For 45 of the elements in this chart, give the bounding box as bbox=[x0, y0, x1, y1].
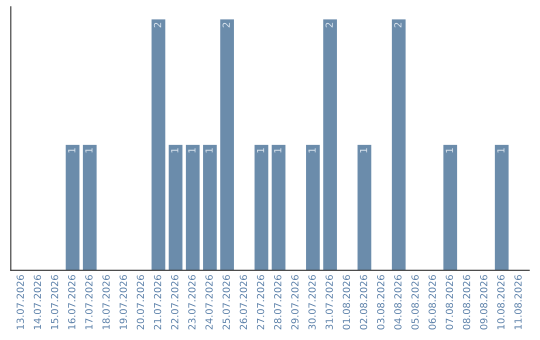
x-tick-label: 06.08.2026 bbox=[428, 275, 436, 330]
x-tick-label: 14.07.2026 bbox=[34, 275, 42, 330]
x-tick-label: 31.07.2026 bbox=[326, 275, 333, 330]
x-tick-label: 30.07.2026 bbox=[308, 275, 316, 330]
x-tick-label: 03.08.2026 bbox=[377, 275, 384, 330]
data-label: 1 bbox=[274, 148, 282, 152]
data-label: 1 bbox=[85, 148, 92, 152]
x-tick-label: 15.07.2026 bbox=[50, 275, 58, 330]
data-label: 2 bbox=[394, 22, 402, 28]
x-tick-label: 09.08.2026 bbox=[480, 275, 488, 330]
data-label: 1 bbox=[171, 148, 178, 152]
x-tick-label: 07.08.2026 bbox=[446, 275, 454, 330]
data-label: 1 bbox=[308, 148, 316, 152]
data-label: 1 bbox=[68, 148, 76, 152]
x-tick-label: 08.08.2026 bbox=[462, 275, 470, 330]
data-label: 1 bbox=[206, 148, 213, 152]
x-tick-label: 17.07.2026 bbox=[85, 275, 93, 330]
x-tick-label: 02.08.2026 bbox=[360, 275, 368, 330]
data-label: 1 bbox=[188, 148, 196, 152]
data-label: 2 bbox=[154, 22, 162, 28]
data-label: 1 bbox=[257, 148, 264, 152]
data-label: 2 bbox=[222, 22, 230, 28]
x-tick-label: 21.07.2026 bbox=[154, 275, 162, 330]
x-tick-label: 20.07.2026 bbox=[136, 275, 144, 330]
x-tick-label: 18.07.2026 bbox=[102, 275, 110, 330]
x-tick-label: 29.07.2026 bbox=[291, 275, 299, 330]
x-tick-label: 23.07.2026 bbox=[188, 275, 196, 330]
x-tick-label: 05.08.2026 bbox=[411, 275, 419, 330]
x-tick-label: 24.07.2026 bbox=[205, 275, 213, 330]
x-tick-label: 22.07.2026 bbox=[171, 275, 178, 330]
data-label: 1 bbox=[360, 148, 368, 152]
data-label: 2 bbox=[326, 22, 333, 28]
x-tick-label: 13.07.2026 bbox=[16, 275, 24, 330]
x-tick-label: 04.08.2026 bbox=[394, 275, 402, 330]
x-tick-label: 28.07.2026 bbox=[274, 275, 282, 330]
x-tick-label: 27.07.2026 bbox=[256, 275, 264, 330]
x-tick-label: 25.07.2026 bbox=[222, 275, 230, 330]
x-tick-label: 26.07.2026 bbox=[240, 275, 248, 330]
x-tick-label: 10.08.2026 bbox=[497, 275, 505, 330]
x-tick-label: 01.08.2026 bbox=[342, 275, 350, 330]
x-tick-label: 16.07.2026 bbox=[68, 275, 76, 330]
data-label: 1 bbox=[497, 148, 504, 152]
x-tick-label: 11.08.2026 bbox=[514, 275, 522, 330]
x-tick-label: 19.07.2026 bbox=[120, 275, 127, 330]
data-label: 1 bbox=[446, 148, 453, 152]
